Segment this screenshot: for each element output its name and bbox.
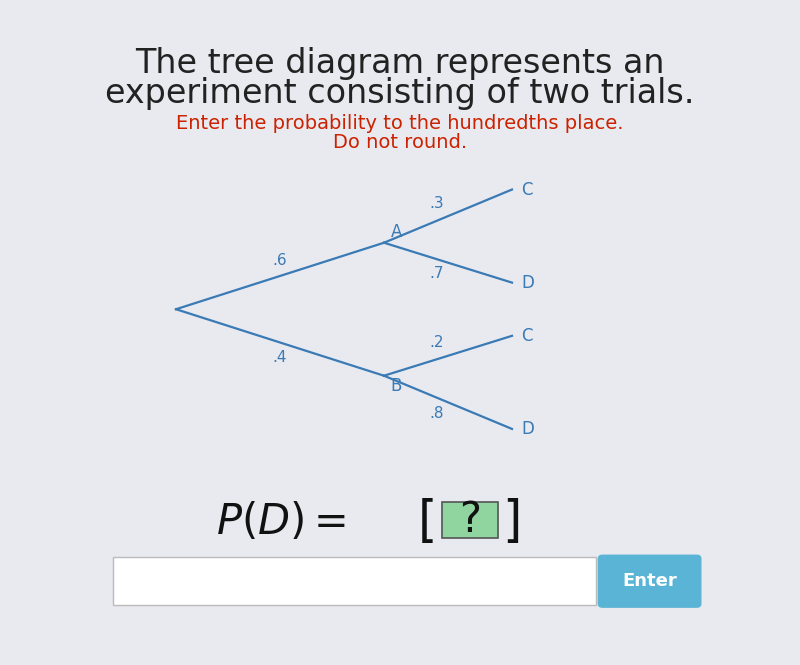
- Text: .4: .4: [273, 350, 287, 366]
- Text: Do not round.: Do not round.: [333, 134, 467, 152]
- Text: ]: ]: [502, 498, 522, 546]
- Text: .3: .3: [430, 196, 444, 211]
- Text: .7: .7: [430, 266, 444, 281]
- Text: B: B: [390, 377, 402, 395]
- FancyBboxPatch shape: [113, 557, 596, 605]
- Text: [: [: [418, 498, 438, 546]
- Text: D: D: [522, 273, 534, 292]
- Text: C: C: [522, 180, 533, 199]
- Text: Enter the probability to the hundredths place.: Enter the probability to the hundredths …: [176, 114, 624, 132]
- Text: .8: .8: [430, 406, 444, 421]
- Text: ?: ?: [459, 499, 481, 541]
- Text: .2: .2: [430, 335, 444, 350]
- Text: The tree diagram represents an: The tree diagram represents an: [135, 47, 665, 80]
- Text: .6: .6: [273, 253, 287, 268]
- Text: D: D: [522, 420, 534, 438]
- Text: A: A: [390, 223, 402, 241]
- FancyBboxPatch shape: [442, 502, 498, 538]
- Text: Enter: Enter: [622, 572, 677, 591]
- Text: experiment consisting of two trials.: experiment consisting of two trials.: [106, 76, 694, 110]
- FancyBboxPatch shape: [598, 555, 701, 607]
- Text: $P(D) =$: $P(D) =$: [216, 501, 346, 543]
- Text: C: C: [522, 327, 533, 345]
